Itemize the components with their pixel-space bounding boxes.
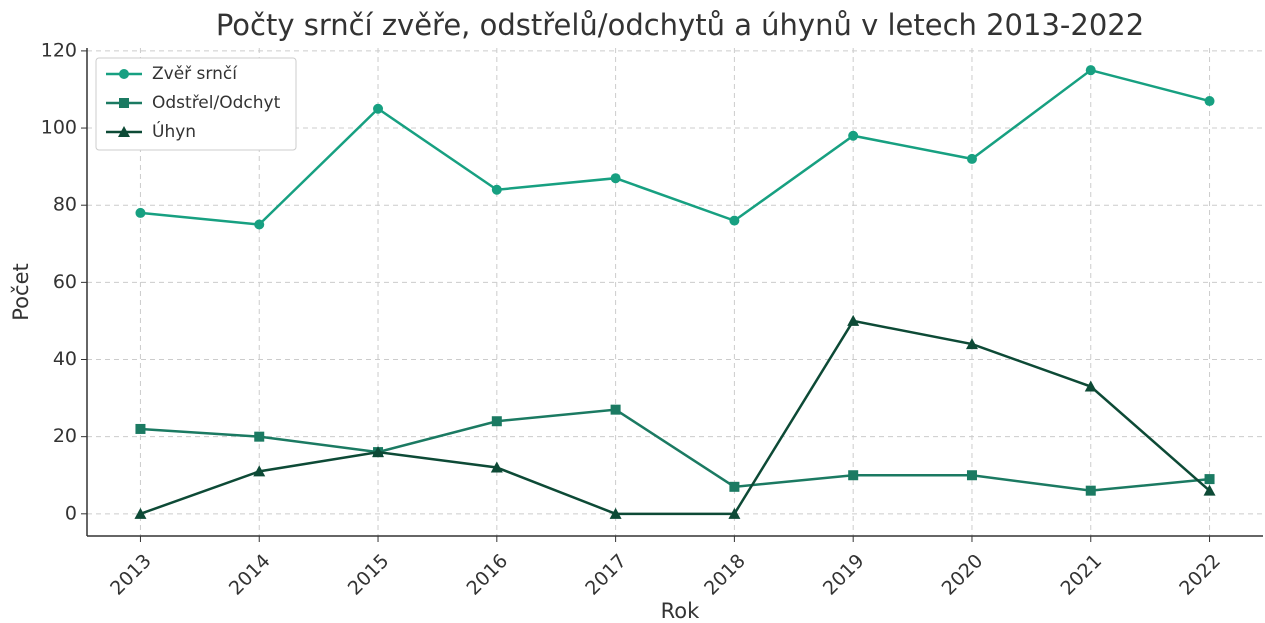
y-tick-label: 80 [53, 194, 77, 216]
series-line [140, 68, 1210, 226]
legend-label: Úhyn [152, 120, 196, 142]
y-axis-label: Počet [9, 263, 33, 320]
marker [254, 431, 265, 442]
marker [609, 507, 622, 519]
y-tick-label: 120 [41, 39, 77, 61]
x-tick-label: 2013 [106, 550, 156, 600]
marker [729, 215, 740, 226]
marker [373, 103, 384, 114]
marker [119, 69, 129, 79]
marker [1085, 65, 1096, 76]
x-tick-label: 2019 [819, 550, 869, 600]
y-tick-label: 20 [53, 425, 77, 447]
marker [253, 465, 266, 477]
marker [610, 404, 621, 415]
x-tick-label: 2016 [462, 550, 512, 600]
marker [119, 98, 129, 108]
marker [847, 314, 860, 326]
marker [1085, 485, 1096, 496]
marker [491, 416, 502, 427]
series-line [140, 319, 1211, 516]
marker [135, 423, 146, 434]
marker [491, 184, 502, 195]
legend: Zvěř srnčí Odstřel/Odchyt Úhyn [95, 57, 297, 151]
marker [966, 153, 977, 164]
marker [1084, 380, 1097, 392]
y-tick-label: 0 [65, 502, 77, 524]
marker [965, 338, 978, 350]
marker [254, 219, 265, 230]
y-tick-label: 60 [53, 271, 77, 293]
x-tick-label: 2021 [1056, 550, 1106, 600]
chart-title: Počty srnčí zvěře, odstřelů/odchytů a úh… [216, 8, 1144, 42]
marker [1204, 474, 1215, 485]
x-tick-label: 2018 [700, 550, 750, 600]
marker [1203, 484, 1216, 496]
x-tick-label: 2020 [938, 550, 988, 600]
marker [118, 126, 130, 137]
x-axis-label: Rok [661, 599, 700, 623]
marker [848, 470, 859, 481]
legend-box [95, 57, 297, 151]
marker [1204, 96, 1215, 107]
marker [966, 470, 977, 481]
marker [848, 130, 859, 141]
legend-label: Odstřel/Odchyt [152, 93, 281, 113]
marker [135, 207, 146, 218]
marker [610, 173, 621, 184]
x-tick-label: 2014 [225, 550, 275, 600]
marker [134, 507, 147, 519]
x-tick-label: 2017 [581, 550, 631, 600]
marker [728, 507, 741, 519]
series-line [140, 408, 1210, 492]
x-tick-label: 2015 [344, 550, 394, 600]
marker [729, 481, 740, 492]
x-tick-label: 2022 [1175, 550, 1225, 600]
y-tick-label: 40 [53, 348, 77, 370]
marker [372, 446, 385, 458]
y-tick-label: 100 [41, 117, 77, 139]
marker [490, 461, 503, 473]
legend-label: Zvěř srnčí [152, 64, 238, 84]
